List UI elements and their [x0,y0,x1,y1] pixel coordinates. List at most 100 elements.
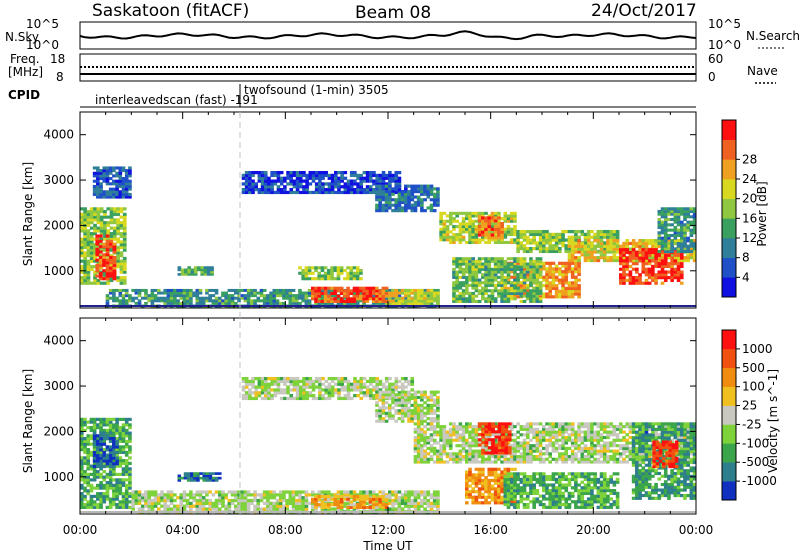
range-cell [394,187,398,190]
range-cell [449,230,453,233]
range-cell [154,289,158,292]
range-cell [212,289,216,292]
range-cell [625,259,629,262]
range-cell [670,223,674,226]
range-cell [532,300,536,303]
range-cell [471,273,475,276]
range-cell [102,437,106,440]
range-cell [430,209,434,212]
range-cell [298,490,302,493]
range-cell [318,185,322,188]
range-cell [120,268,124,271]
range-cell [356,289,360,292]
range-cell [251,383,255,386]
range-cell [491,228,495,231]
range-cell [93,210,97,213]
range-cell [157,299,161,302]
range-cell [347,179,351,182]
range-cell [513,230,517,233]
range-cell [680,207,684,210]
range-cell [683,229,687,232]
range-cell [407,499,411,502]
range-cell [106,492,110,495]
range-cell [410,289,414,292]
range-cell [263,490,267,493]
range-cell [125,462,129,465]
range-cell [285,490,289,493]
range-cell [401,297,405,300]
range-cell [192,496,196,499]
range-cell [208,502,212,505]
range-cell [80,443,84,446]
range-cell [112,484,116,487]
range-cell [539,292,543,295]
range-cell [102,259,106,262]
range-cell [112,495,116,498]
range-cell [494,236,498,239]
range-cell [315,182,319,185]
range-cell [356,297,360,300]
range-cell [196,294,200,297]
range-cell [330,300,334,303]
range-cell [295,299,299,302]
range-cell [686,221,690,224]
range-cell [378,495,382,498]
range-cell [116,279,120,282]
range-cell [641,282,645,285]
range-cell [194,269,198,272]
range-cell [661,268,665,271]
range-cell [394,171,398,174]
range-cell [343,502,347,505]
range-cell [93,440,97,443]
range-cell [298,507,302,510]
range-cell [179,292,183,295]
range-cell [555,241,559,244]
range-cell [487,263,491,266]
range-cell [247,289,251,292]
range-cell [119,489,123,492]
range-cell [664,242,668,245]
range-cell [536,281,540,284]
range-cell [87,213,91,216]
range-cell [189,294,193,297]
range-cell [254,188,258,191]
range-cell [147,294,151,297]
range-cell [353,506,357,509]
range-cell [391,204,395,207]
range-cell [173,294,177,297]
range-cell [439,220,443,223]
range-cell [309,191,313,194]
range-cell [690,242,694,245]
range-cell [128,451,132,454]
range-cell [122,188,126,191]
range-cell [375,179,379,182]
range-cell [667,223,671,226]
range-cell [318,388,322,391]
range-cell [388,198,392,201]
range-cell [510,284,514,287]
range-cell [269,496,273,499]
range-cell [96,506,100,509]
range-cell [183,496,187,499]
range-cell [654,282,658,285]
range-cell [314,295,318,298]
range-cell [286,397,290,400]
range-cell [311,295,315,298]
range-cell [674,251,678,254]
range-cell [93,443,97,446]
range-cell [324,300,328,303]
range-cell [102,177,106,180]
range-cell [590,250,594,253]
range-cell [311,289,315,292]
range-cell [234,297,238,300]
range-cell [394,206,398,209]
range-cell [359,500,363,503]
range-cell [314,495,318,498]
range-cell [115,299,119,302]
range-cell [670,265,674,268]
range-cell [587,256,591,259]
range-cell [95,235,99,238]
range-cell [298,292,302,295]
range-cell [321,174,325,177]
range-cell [86,434,90,437]
